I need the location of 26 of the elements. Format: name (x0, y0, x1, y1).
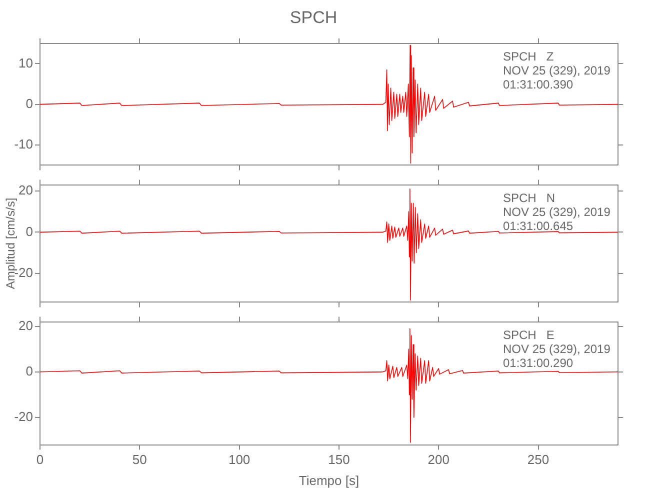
x-tick-label: 250 (527, 452, 550, 468)
annotation: NOV 25 (329), 2019 (503, 342, 611, 356)
x-tick-label: 200 (428, 452, 450, 468)
y-tick-label: 20 (18, 318, 33, 333)
x-tick-label: 100 (228, 452, 250, 468)
y-tick-label: 0 (26, 363, 33, 378)
y-tick-label: -20 (14, 264, 33, 280)
annotation: SPCH N (503, 191, 556, 206)
annotation: NOV 25 (329), 2019 (503, 205, 611, 220)
annotation: 01:31:00.290 (503, 356, 574, 370)
y-tick-label: 0 (26, 224, 33, 239)
x-axis-title: Tiempo [s] (298, 472, 360, 488)
x-tick-label: 150 (328, 452, 350, 468)
annotation: 01:31:00.645 (503, 219, 574, 234)
annotation: SPCH Z (503, 50, 554, 64)
y-tick-label: -10 (14, 136, 33, 152)
x-tick-label: 50 (132, 452, 147, 468)
y-tick-label: 0 (26, 96, 33, 111)
chart-title: SPCH (290, 8, 338, 27)
x-tick-label: 0 (36, 452, 44, 468)
annotation: 01:31:00.390 (503, 78, 574, 92)
annotation: SPCH E (503, 328, 554, 342)
y-tick-label: 10 (18, 55, 33, 70)
y-tick-label: -20 (14, 409, 33, 424)
y-tick-label: 20 (18, 182, 33, 198)
annotation: NOV 25 (329), 2019 (503, 64, 611, 78)
